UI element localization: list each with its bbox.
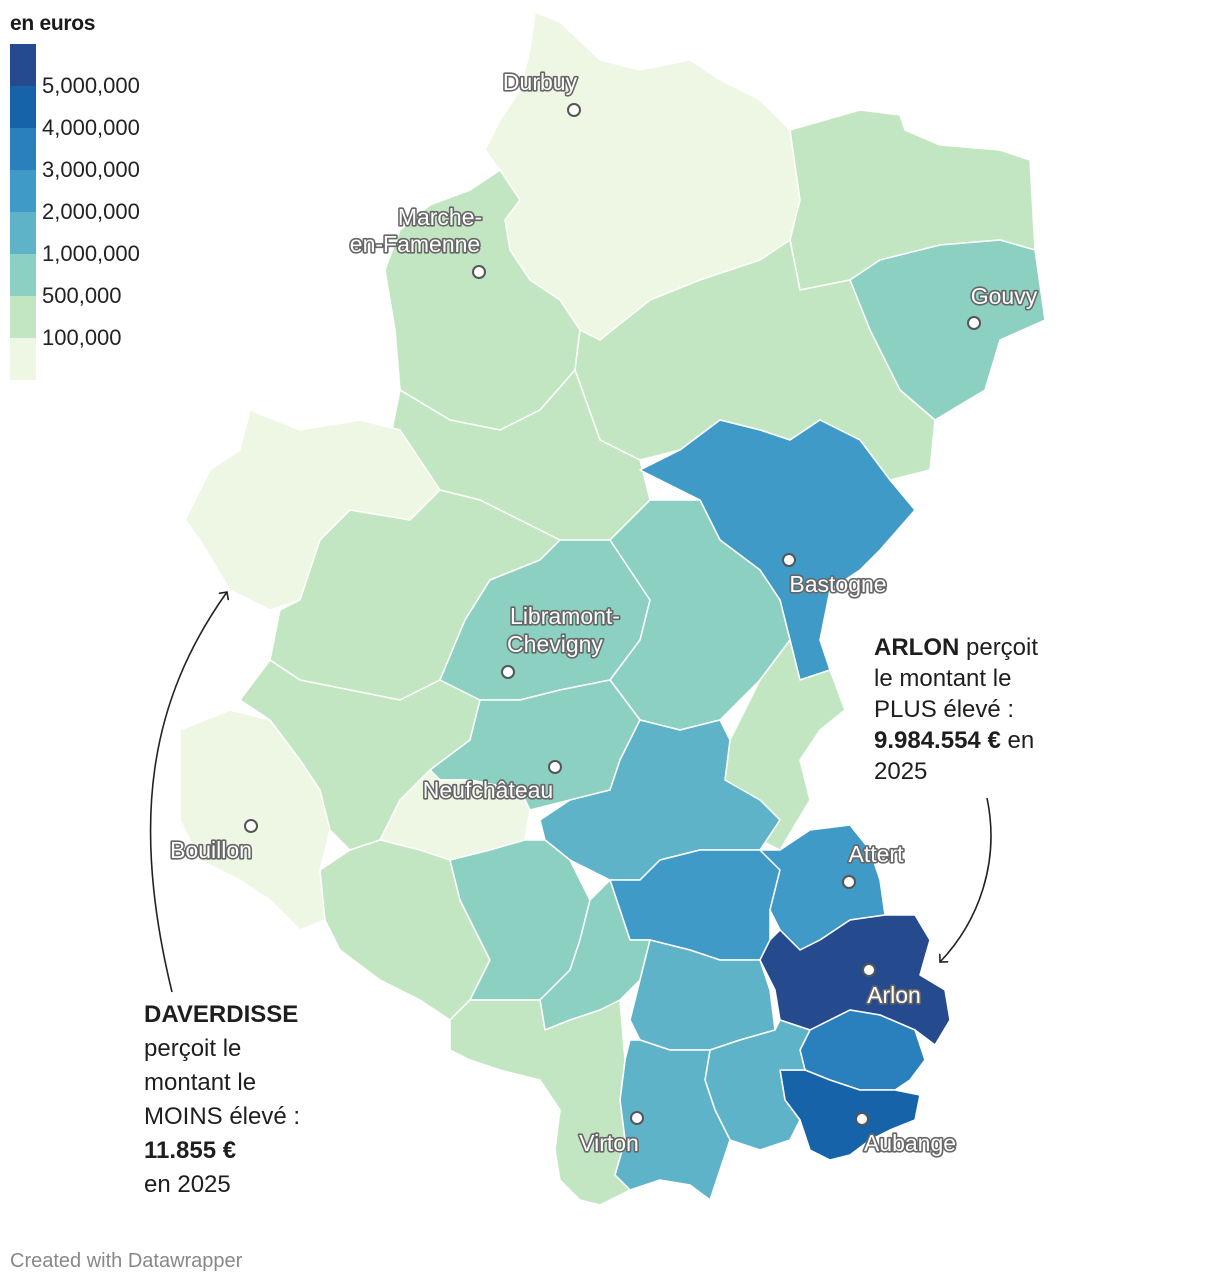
arlon-annotation-line4: 9.984.554 € en	[874, 725, 1038, 756]
arlon-annotation-line1: ARLON perçoit	[874, 632, 1038, 663]
bouillon-dot	[244, 819, 258, 833]
legend-label: 2,000,000	[42, 199, 140, 224]
commune-leglise[interactable]	[539, 719, 781, 881]
aubange-dot	[855, 1112, 869, 1126]
bastogne-label: Bastogne	[789, 571, 886, 597]
arlon-annotation-line2: le montant le	[874, 665, 1012, 692]
libramont-label-line1: Libramont-	[510, 603, 620, 629]
legend-label: 4,000,000	[42, 115, 140, 140]
legend-swatch	[10, 212, 36, 254]
commune-aubange[interactable]	[779, 1069, 921, 1161]
arlon-text-after-amount: en	[1000, 727, 1035, 754]
footer-credit[interactable]: Created with Datawrapper	[10, 1250, 243, 1272]
legend-title: en euros	[10, 12, 96, 35]
arlon-annotation-line3: PLUS élevé :	[874, 696, 1015, 723]
legend-label: 3,000,000	[42, 157, 140, 182]
marche-dot	[472, 265, 486, 279]
legend-scale: 5,000,000 4,000,000 3,000,000 2,000,000 1,00…	[10, 44, 140, 384]
daverdisse-annotation: DAVERDISSE perçoit le montant le MOINS é…	[144, 998, 300, 1202]
arlon-amount: 9.984.554 €	[874, 727, 1001, 754]
daverdisse-name-text: DAVERDISSE	[144, 1001, 299, 1028]
marche-label-line2: en-Famenne	[350, 231, 480, 257]
libramont-dot	[501, 665, 515, 679]
legend-label: 5,000,000	[42, 73, 140, 98]
bouillon-label: Bouillon	[170, 837, 252, 863]
durbuy-dot	[567, 103, 581, 117]
legend-swatch	[10, 170, 36, 212]
arlon-text1: perçoit	[959, 634, 1039, 661]
durbuy-label: Durbuy	[503, 69, 578, 95]
neufchateau-label: Neufchâteau	[423, 777, 553, 803]
gouvy-label: Gouvy	[971, 283, 1038, 309]
arlon-name: ARLON	[874, 634, 960, 661]
aubange-label: Aubange	[864, 1130, 956, 1156]
bastogne-dot	[782, 553, 796, 567]
daverdisse-amount: 11.855 €	[144, 1134, 300, 1168]
legend-swatch	[10, 338, 36, 380]
arlon-annotation-arrow	[940, 797, 992, 962]
legend-swatch	[10, 128, 36, 170]
legend-swatch	[10, 296, 36, 338]
daverdisse-line6: en 2025	[144, 1171, 231, 1198]
daverdisse-annotation-arrow	[149, 592, 227, 993]
daverdisse-line4: MOINS élevé :	[144, 1103, 301, 1130]
legend-swatch	[10, 254, 36, 296]
daverdisse-amount-text: 11.855 €	[144, 1137, 237, 1164]
daverdisse-line3: montant le	[144, 1069, 257, 1096]
gouvy-dot	[967, 316, 981, 330]
legend-label: 500,000	[42, 283, 122, 308]
legend: en euros 5,000,000 4,000,000 3,000,000 2,00…	[10, 12, 140, 384]
arlon-annotation: ARLON perçoit le montant le PLUS élevé :…	[874, 632, 1038, 787]
daverdisse-line2: perçoit le	[144, 1035, 242, 1062]
legend-label: 1,000,000	[42, 241, 140, 266]
legend-swatch	[10, 44, 36, 86]
virton-label: Virton	[579, 1130, 639, 1156]
virton-dot	[630, 1111, 644, 1125]
libramont-label-line2: Chevigny	[507, 631, 603, 657]
neufchateau-dot	[548, 760, 562, 774]
daverdisse-name: DAVERDISSE	[144, 998, 300, 1032]
marche-label-line1: Marche-	[398, 204, 482, 230]
commune-rouvroy[interactable]	[449, 999, 631, 1206]
attert-dot	[842, 875, 856, 889]
arlon-label: Arlon	[867, 982, 921, 1008]
legend-label: 100,000	[42, 325, 122, 350]
arlon-dot	[862, 963, 876, 977]
arlon-annotation-year: 2025	[874, 758, 928, 785]
commune-houffalize[interactable]	[574, 239, 936, 481]
attert-label: Attert	[849, 841, 905, 867]
legend-swatch	[10, 86, 36, 128]
